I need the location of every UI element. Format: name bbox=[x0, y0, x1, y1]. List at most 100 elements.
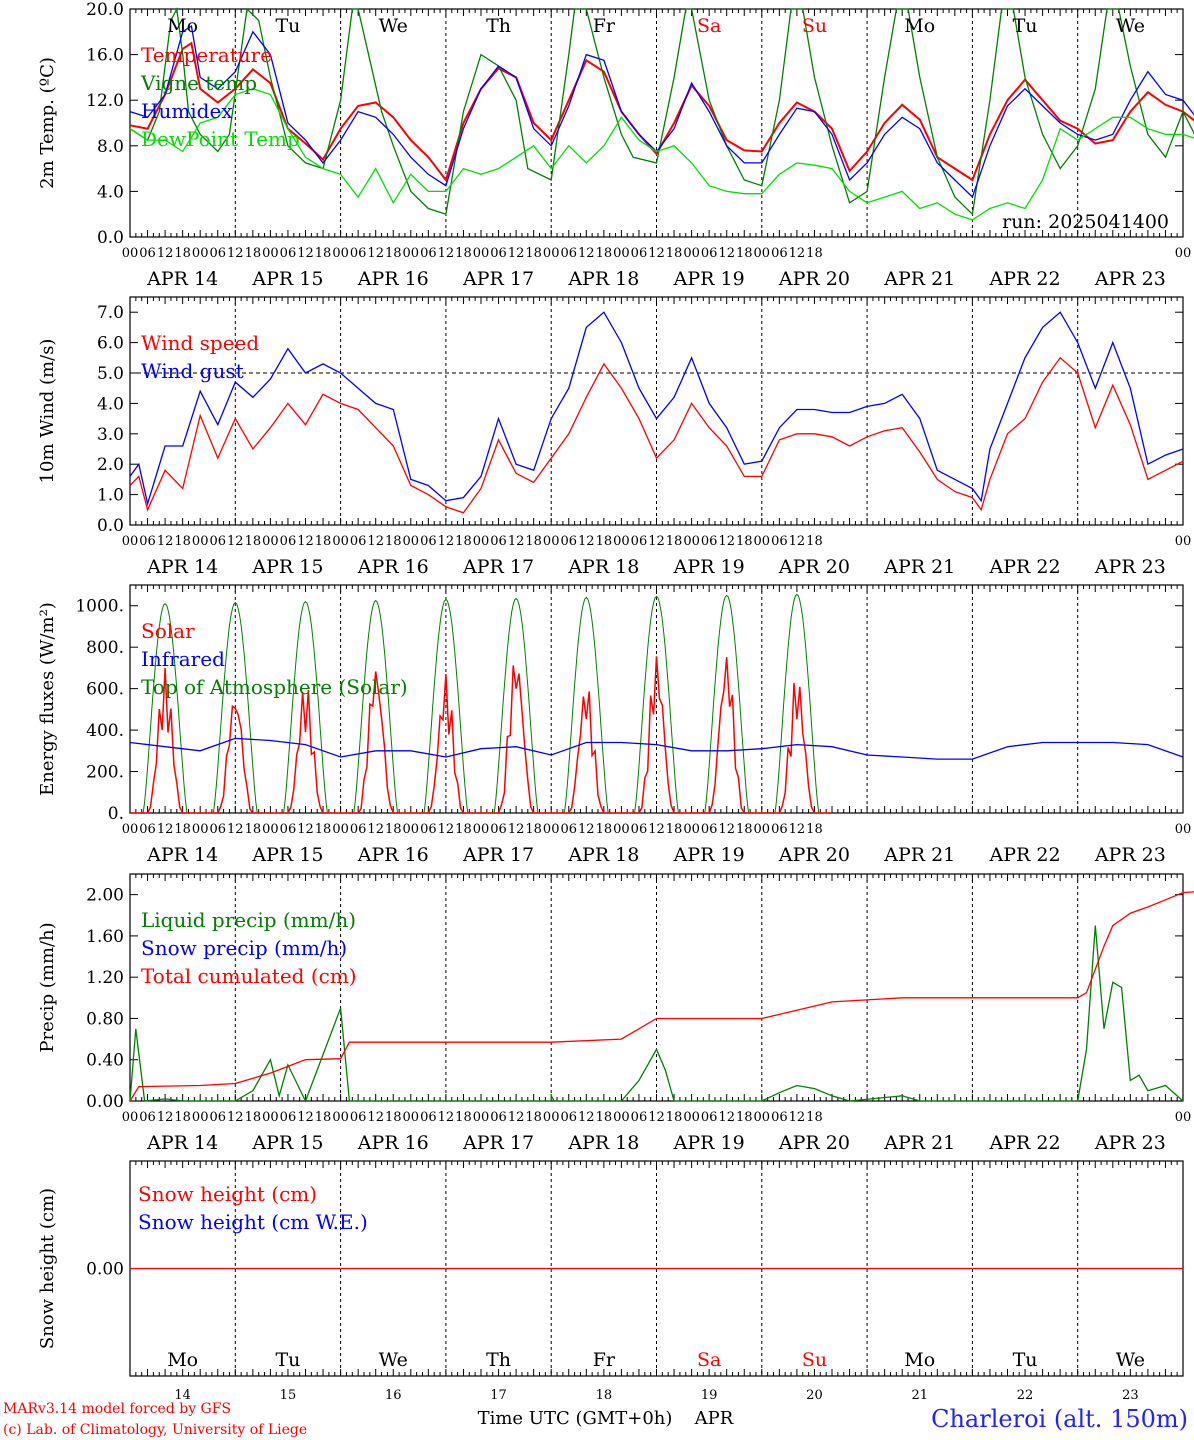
hour-label: 00 bbox=[122, 246, 139, 261]
hour-label: 06 bbox=[280, 534, 297, 549]
hour-label: 06 bbox=[139, 534, 156, 549]
date-label: APR 23 bbox=[1094, 556, 1166, 578]
hour-label: 18 bbox=[736, 246, 753, 261]
hour-label: 06 bbox=[420, 822, 437, 837]
hour-label: 00 bbox=[332, 822, 349, 837]
hour-label: 06 bbox=[560, 246, 577, 261]
hour-label: 12 bbox=[648, 534, 665, 549]
hour-label: 12 bbox=[508, 1110, 525, 1125]
legend-entry: Temperature bbox=[141, 43, 272, 67]
legend-entry: Wind gust bbox=[141, 359, 244, 383]
hour-label: 12 bbox=[438, 1110, 455, 1125]
hour-label: 00 bbox=[332, 534, 349, 549]
hour-label: 06 bbox=[771, 246, 788, 261]
hour-label: 00 bbox=[122, 1110, 139, 1125]
hour-label: 12 bbox=[438, 534, 455, 549]
hour-label: 06 bbox=[280, 1110, 297, 1125]
hour-label: 18 bbox=[174, 1110, 191, 1125]
day-abbr: Th bbox=[486, 1349, 511, 1371]
y-tick-label: 20.0 bbox=[86, 0, 124, 20]
hour-label: 00 bbox=[403, 1110, 420, 1125]
legend-entry: Snow precip (mm/h) bbox=[141, 936, 347, 960]
hour-label: 12 bbox=[227, 246, 244, 261]
hour-label: 00 bbox=[122, 822, 139, 837]
hour-label: 00 bbox=[192, 822, 209, 837]
legend-entry: Snow height (cm) bbox=[138, 1182, 317, 1206]
legend-entry: Infrared bbox=[141, 647, 225, 671]
hour-label: 18 bbox=[806, 534, 823, 549]
panel-2: 0.0 1.0 2.0 3.0 4.0 5.0 6.0 7.0 10m Wind (m/s) Wi… bbox=[37, 296, 1192, 578]
hour-label: 00 bbox=[1175, 822, 1192, 837]
hour-label: 00 bbox=[754, 1110, 771, 1125]
hour-label: 12 bbox=[157, 534, 174, 549]
hour-label: 00 bbox=[543, 1110, 560, 1125]
hour-label: 18 bbox=[666, 1110, 683, 1125]
date-label: APR 14 bbox=[146, 268, 218, 290]
hour-label: 12 bbox=[227, 822, 244, 837]
day-number: 22 bbox=[1017, 1388, 1034, 1403]
series-temperature bbox=[129, 41, 1194, 183]
hour-label: 12 bbox=[367, 1110, 384, 1125]
hour-label: 12 bbox=[789, 246, 806, 261]
hour-label: 00 bbox=[192, 1110, 209, 1125]
day-abbr: Tu bbox=[1013, 1349, 1038, 1371]
hour-label: 12 bbox=[648, 246, 665, 261]
hour-label: 00 bbox=[473, 534, 490, 549]
hour-label: 06 bbox=[350, 246, 367, 261]
y-axis-label: Precip (mm/h) bbox=[37, 922, 58, 1052]
day-number: 21 bbox=[911, 1388, 928, 1403]
hour-label: 12 bbox=[718, 246, 735, 261]
hour-label: 18 bbox=[245, 1110, 262, 1125]
hour-label: 00 bbox=[613, 534, 630, 549]
hour-label: 00 bbox=[1175, 534, 1192, 549]
hour-label: 12 bbox=[297, 1110, 314, 1125]
hour-label: 06 bbox=[209, 822, 226, 837]
hour-label: 06 bbox=[420, 534, 437, 549]
hour-label: 12 bbox=[648, 1110, 665, 1125]
day-number: 17 bbox=[490, 1388, 507, 1403]
date-label: APR 17 bbox=[462, 268, 534, 290]
y-tick-label: 0.80 bbox=[86, 1009, 124, 1029]
hour-label: 06 bbox=[701, 534, 718, 549]
date-label: APR 23 bbox=[1094, 1132, 1166, 1154]
y-axis-label: 2m Temp. (ºC) bbox=[37, 57, 58, 189]
hour-label: 00 bbox=[473, 822, 490, 837]
day-abbr: Tu bbox=[275, 15, 300, 37]
hour-label: 06 bbox=[420, 246, 437, 261]
y-tick-label: 1.0 bbox=[97, 486, 124, 506]
panel-3: 0. 200. 400. 600. 800. 1000. Energy fluxes (W/… bbox=[37, 584, 1192, 866]
hour-label: 18 bbox=[385, 1110, 402, 1125]
y-tick-label: 0.0 bbox=[97, 228, 124, 248]
hour-label: 12 bbox=[508, 534, 525, 549]
hour-label: 18 bbox=[525, 534, 542, 549]
date-label: APR 17 bbox=[462, 844, 534, 866]
legend-entry: Wind speed bbox=[141, 331, 259, 355]
y-tick-label: 12.0 bbox=[86, 91, 124, 111]
y-tick-label: 200. bbox=[86, 763, 124, 783]
series-vigne-temp bbox=[129, 6, 1194, 216]
hour-label: 00 bbox=[1175, 1110, 1192, 1125]
hour-label: 06 bbox=[490, 534, 507, 549]
hour-label: 12 bbox=[508, 246, 525, 261]
hour-label: 18 bbox=[385, 822, 402, 837]
day-number: 20 bbox=[806, 1388, 823, 1403]
hour-label: 12 bbox=[789, 534, 806, 549]
hour-label: 18 bbox=[245, 534, 262, 549]
legend-entry: Liquid precip (mm/h) bbox=[141, 908, 356, 932]
series-wind-gust bbox=[129, 311, 1184, 507]
hour-label: 00 bbox=[613, 246, 630, 261]
day-abbr: Sa bbox=[697, 15, 721, 37]
day-number: 19 bbox=[701, 1388, 718, 1403]
hour-label: 00 bbox=[403, 246, 420, 261]
run-label: run: 2025041400 bbox=[1002, 211, 1169, 233]
y-tick-label: 0.40 bbox=[86, 1051, 124, 1071]
legend-entry: Top of Atmosphere (Solar) bbox=[141, 675, 408, 699]
hour-label: 12 bbox=[367, 822, 384, 837]
panel-frame bbox=[129, 8, 1184, 238]
date-label: APR 17 bbox=[462, 556, 534, 578]
hour-label: 06 bbox=[631, 1110, 648, 1125]
date-label: APR 19 bbox=[673, 844, 745, 866]
y-tick-label: 0.00 bbox=[86, 1092, 124, 1112]
date-label: APR 21 bbox=[883, 268, 955, 290]
hour-label: 18 bbox=[596, 822, 613, 837]
